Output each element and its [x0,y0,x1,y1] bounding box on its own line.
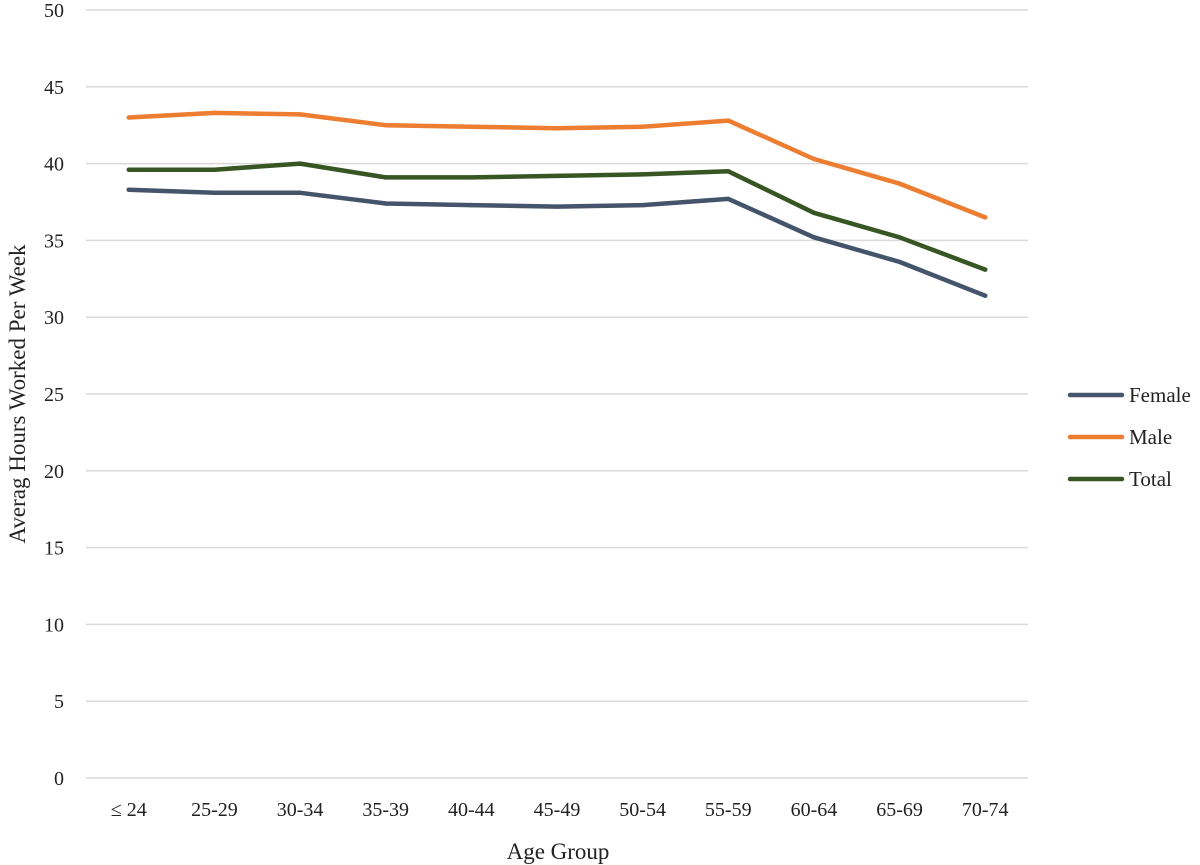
data-point-total [212,167,217,172]
data-point-total [383,175,388,180]
y-tick-label: 15 [44,538,64,560]
data-point-female [212,190,217,195]
data-point-female [640,202,645,208]
y-tick-label: 20 [44,461,64,483]
series-line-total [126,161,988,272]
data-point-male [982,215,988,220]
y-tick-label: 5 [54,691,64,713]
x-tick-label: 40-44 [448,799,495,821]
legend-label-female: Female [1129,383,1191,407]
x-axis-tick-labels: ≤ 24 25-29 30-34 35-39 40-44 45-49 50-54 55-59 6… [111,799,1009,821]
data-point-total [897,235,902,240]
x-tick-label: 25-29 [191,799,238,821]
data-point-female [469,202,474,208]
data-point-total [640,172,645,177]
data-point-total [554,173,560,179]
x-axis-title: Age Group [507,839,610,864]
data-point-total [297,161,303,166]
y-tick-label: 30 [44,307,64,329]
x-tick-label: 60-64 [791,799,838,821]
data-point-total [726,169,731,174]
data-point-male [640,124,645,129]
data-point-total [982,267,988,272]
data-point-male [469,124,474,129]
data-point-female [126,187,132,192]
y-tick-label: 45 [44,77,64,99]
x-tick-label: 50-54 [619,799,666,821]
y-tick-label: 0 [54,768,64,790]
x-tick-label: 35-39 [362,799,409,821]
legend-label-total: Total [1129,467,1172,491]
data-point-female [726,196,731,202]
data-point-female [897,259,902,265]
x-tick-label: 55-59 [705,799,752,821]
data-point-total [126,167,132,172]
y-tick-label: 35 [44,230,64,252]
x-tick-label: 45-49 [534,799,581,821]
data-point-male [554,126,560,131]
legend: Female Male Total [1067,383,1191,491]
y-axis-title: Averag Hours Worked Per Week [5,244,30,544]
y-tick-label: 25 [44,384,64,406]
data-point-male [297,112,303,117]
data-point-male [126,115,132,120]
data-point-male [383,123,388,128]
data-point-female [982,293,988,298]
series-lines [126,110,988,298]
data-point-female [297,190,303,195]
data-point-male [897,181,902,186]
data-point-male [726,118,731,123]
data-point-female [383,201,388,206]
y-tick-label: 50 [44,0,64,22]
y-axis-tick-labels: 0 5 10 15 20 25 30 35 40 45 50 [44,0,64,790]
data-point-female [811,235,817,240]
x-tick-label: 65-69 [876,799,923,821]
legend-label-male: Male [1129,425,1172,449]
gridlines [86,9,1028,779]
data-point-male [811,156,817,162]
data-point-total [811,210,817,215]
data-point-total [469,175,474,180]
data-point-female [554,204,560,209]
y-tick-label: 40 [44,154,64,176]
x-tick-label: 30-34 [277,799,324,821]
x-tick-label: 70-74 [962,799,1009,821]
data-point-male [212,110,217,116]
x-tick-label: ≤ 24 [111,799,147,821]
y-tick-label: 10 [44,614,64,636]
